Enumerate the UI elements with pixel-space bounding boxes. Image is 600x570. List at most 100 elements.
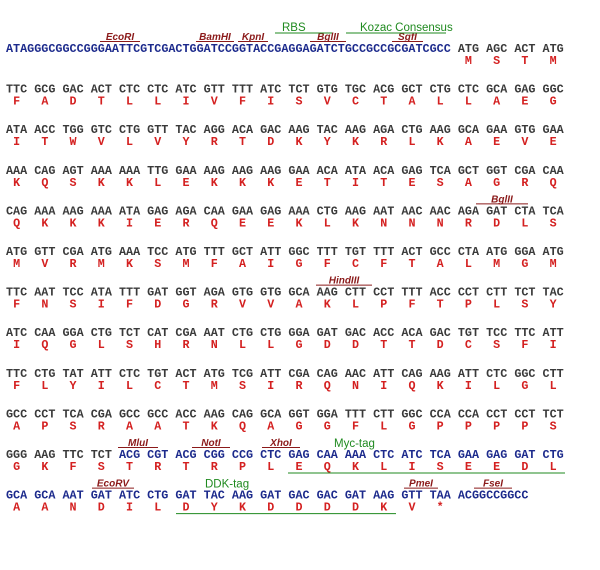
codon: ACC [175, 407, 196, 421]
amino-acid: L [380, 460, 387, 474]
codon: AAC [345, 367, 366, 381]
codon: GGA [288, 326, 310, 340]
codon: CTT [373, 407, 394, 421]
codon: GAA [486, 123, 508, 137]
amino-acid: L [493, 379, 500, 393]
codon: GCT [401, 83, 422, 97]
amino-acid: V [521, 135, 528, 149]
codon: AGA [204, 286, 226, 300]
amino-acid: T [41, 135, 48, 149]
amino-acid: T [98, 95, 105, 109]
codon: TCC [62, 286, 83, 300]
amino-acid: K [295, 135, 303, 149]
codon: GAG [260, 204, 281, 218]
codon: GAT [175, 489, 196, 503]
codon: AAG [317, 286, 338, 300]
amino-acid: I [126, 216, 133, 230]
codon: GTT [204, 83, 225, 97]
codon: TTC [6, 286, 27, 300]
codon: ATT [458, 367, 479, 381]
codon: GGC [288, 245, 309, 259]
codon: GCG [34, 83, 55, 97]
codon: GCC [147, 407, 168, 421]
amino-acid: C [465, 338, 472, 352]
codon: AAG [373, 489, 394, 503]
amino-acid: M [183, 257, 190, 271]
codon: CAA [543, 164, 565, 178]
amino-acid: R [211, 460, 218, 474]
amino-acid: M [493, 257, 500, 271]
codon: CCA [458, 407, 480, 421]
amino-acid: Y [70, 379, 77, 393]
codon: ATC [260, 83, 281, 97]
amino-acid: S [493, 54, 500, 68]
amino-acid: I [267, 95, 274, 109]
codon: TCA [62, 407, 84, 421]
amino-acid: L [154, 176, 161, 190]
restriction-site: BglII [491, 194, 513, 205]
amino-acid: H [154, 338, 161, 352]
codon: CGA [514, 164, 536, 178]
codon: GAT [486, 204, 507, 218]
codon: TGT [147, 367, 168, 381]
codon: GCA [260, 407, 282, 421]
amino-acid: C [154, 379, 161, 393]
codon: CTG [543, 448, 564, 462]
codon: CTG [260, 326, 281, 340]
codon: ATA [345, 164, 367, 178]
amino-acid: V [324, 95, 331, 109]
amino-acid: F [408, 298, 415, 312]
codon: TCC [147, 245, 168, 259]
codon: TTT [373, 245, 394, 259]
amino-acid: K [211, 176, 219, 190]
amino-acid: A [41, 95, 49, 109]
codon: ACT [175, 367, 196, 381]
amino-acid: A [13, 419, 21, 433]
amino-acid: L [154, 501, 161, 515]
tag-label: Kozac Consensus [360, 22, 453, 34]
amino-acid: E [154, 216, 161, 230]
codon: GTG [260, 286, 281, 300]
codon: GAA [232, 204, 254, 218]
amino-acid: P [465, 298, 472, 312]
codon: GCA [34, 489, 56, 503]
codon: CCT [486, 407, 507, 421]
amino-acid: L [408, 135, 415, 149]
restriction-site: SgfI [398, 32, 417, 43]
codon: TGT [458, 326, 479, 340]
amino-acid: M [211, 379, 218, 393]
codon: ATG [486, 245, 507, 259]
codon: GAA [543, 123, 565, 137]
codon: CGA [62, 245, 84, 259]
codon: GGT [486, 164, 507, 178]
codon: GGT [175, 286, 196, 300]
amino-acid: V [211, 95, 218, 109]
codon: ATT [91, 367, 112, 381]
codon: CGA [175, 326, 197, 340]
codon: AAT [373, 204, 394, 218]
amino-acid: R [211, 298, 218, 312]
amino-acid: E [521, 95, 528, 109]
amino-acid: D [267, 135, 274, 149]
codon: TCT [288, 83, 309, 97]
codon: CCT [34, 407, 55, 421]
amino-acid: R [183, 216, 190, 230]
amino-acid: A [465, 176, 473, 190]
restriction-site: EcoRV [97, 479, 131, 490]
amino-acid: V [267, 298, 274, 312]
amino-acid: M [550, 54, 557, 68]
amino-acid: L [465, 257, 472, 271]
codon: ATG [543, 42, 564, 56]
codon: TGC [345, 83, 366, 97]
amino-acid: D [295, 501, 302, 515]
codon: ATT [260, 245, 281, 259]
amino-acid: I [98, 379, 105, 393]
amino-acid: L [126, 379, 133, 393]
codon: CCT [514, 407, 535, 421]
amino-acid: S [70, 298, 77, 312]
codon: CTC [373, 448, 394, 462]
codon: TCT [543, 407, 564, 421]
amino-acid: T [324, 176, 331, 190]
amino-acid: D [324, 338, 331, 352]
amino-acid: K [211, 419, 219, 433]
